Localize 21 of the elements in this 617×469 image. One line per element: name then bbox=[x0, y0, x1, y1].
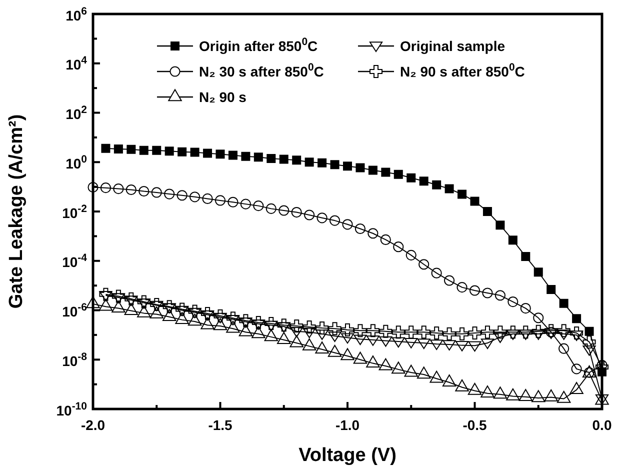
x-tick-label: -0.5 bbox=[462, 417, 488, 434]
legend-label: Original sample bbox=[400, 38, 506, 54]
y-tick-label: 10$^{-8}$ bbox=[62, 350, 88, 369]
y-tick-label: 10$^{-6}$ bbox=[62, 302, 88, 320]
x-axis-title: Voltage (V) bbox=[298, 445, 396, 466]
legend-label: N₂ 90 s bbox=[199, 89, 247, 105]
y-tick-label: 10$^{-10}$ bbox=[56, 400, 88, 418]
legend-label: N₂ 90 s after 850$^{0}$C bbox=[400, 62, 525, 80]
x-tick-label: -1.0 bbox=[335, 417, 360, 434]
x-tick-label: 0.0 bbox=[592, 417, 612, 434]
y-tick-label: 10$^{6}$ bbox=[66, 5, 88, 24]
x-tick-label: -2.0 bbox=[80, 417, 106, 434]
y-tick-label: 10$^{-2}$ bbox=[62, 202, 88, 221]
y-tick-label: 10$^{-4}$ bbox=[62, 252, 88, 270]
legend-label: Origin after 850$^{0}$C bbox=[199, 36, 318, 54]
y-tick-label: 10$^{2}$ bbox=[66, 104, 88, 122]
legend-label: N₂ 30 s after 850$^{0}$C bbox=[199, 62, 324, 80]
x-tick-label: -1.5 bbox=[208, 417, 233, 434]
y-tick-label: 10$^{4}$ bbox=[66, 54, 88, 73]
y-axis-title: Gate Leakage (A/cm²) bbox=[6, 114, 27, 309]
y-tick-label: 10$^{0}$ bbox=[66, 153, 88, 172]
